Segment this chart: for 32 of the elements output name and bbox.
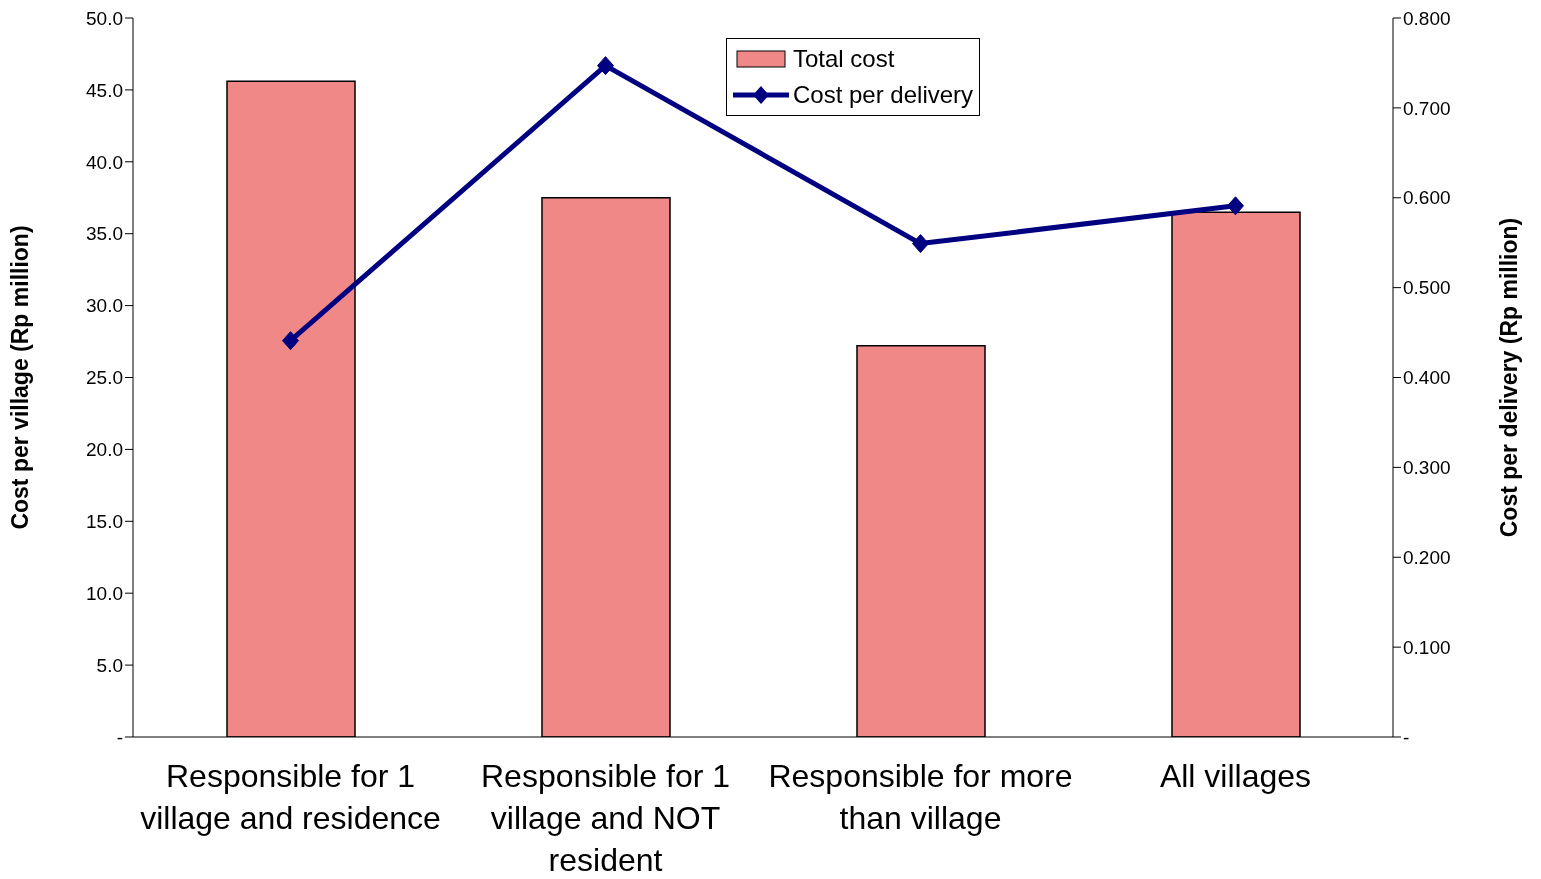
point [1227, 196, 1244, 216]
y2-tick-label: 0.600 [1403, 187, 1451, 209]
legend-label: Cost per delivery [793, 80, 974, 110]
y2-tick-label: 0.300 [1403, 457, 1451, 479]
y2-tick-label: 0.200 [1403, 546, 1451, 568]
y2-axis-title: Cost per delivery (Rp million) [1496, 217, 1523, 538]
y2-tick-label: 0.100 [1403, 636, 1451, 658]
x-tick-label: Responsible for more than village [768, 758, 1073, 836]
point [912, 234, 929, 254]
y-tick-label: 30.0 [86, 295, 123, 317]
y-tick-label: 20.0 [86, 439, 123, 461]
y-tick-label: 40.0 [86, 151, 123, 173]
y2-tick-label: 0.400 [1403, 367, 1451, 389]
y-tick-label: 45.0 [86, 79, 123, 101]
y-tick-label: 15.0 [86, 511, 123, 533]
y2-tick-label: 0.700 [1403, 97, 1451, 119]
y-tick-label: 10.0 [86, 582, 123, 604]
x-tick-label: All villages [1159, 758, 1312, 794]
y-tick-label: 25.0 [86, 367, 123, 389]
x-tick-label: Responsible for 1 village and residence [140, 758, 441, 836]
y2-tick-label: - [1403, 726, 1410, 748]
legend-label: Total cost [793, 44, 895, 74]
x-tick-label: Responsible for 1 village and NOT resident [480, 758, 731, 878]
point [597, 56, 614, 76]
y-tick-label: 50.0 [86, 7, 123, 29]
y-tick-label: 35.0 [86, 223, 123, 245]
y2-tick-label: 0.800 [1403, 7, 1451, 29]
y-tick-label: 5.0 [96, 654, 123, 676]
y-tick-label: - [116, 726, 123, 748]
y-axis-title: Cost per village (Rp million) [7, 225, 34, 530]
y2-tick-label: 0.500 [1403, 277, 1451, 299]
point [282, 331, 299, 351]
